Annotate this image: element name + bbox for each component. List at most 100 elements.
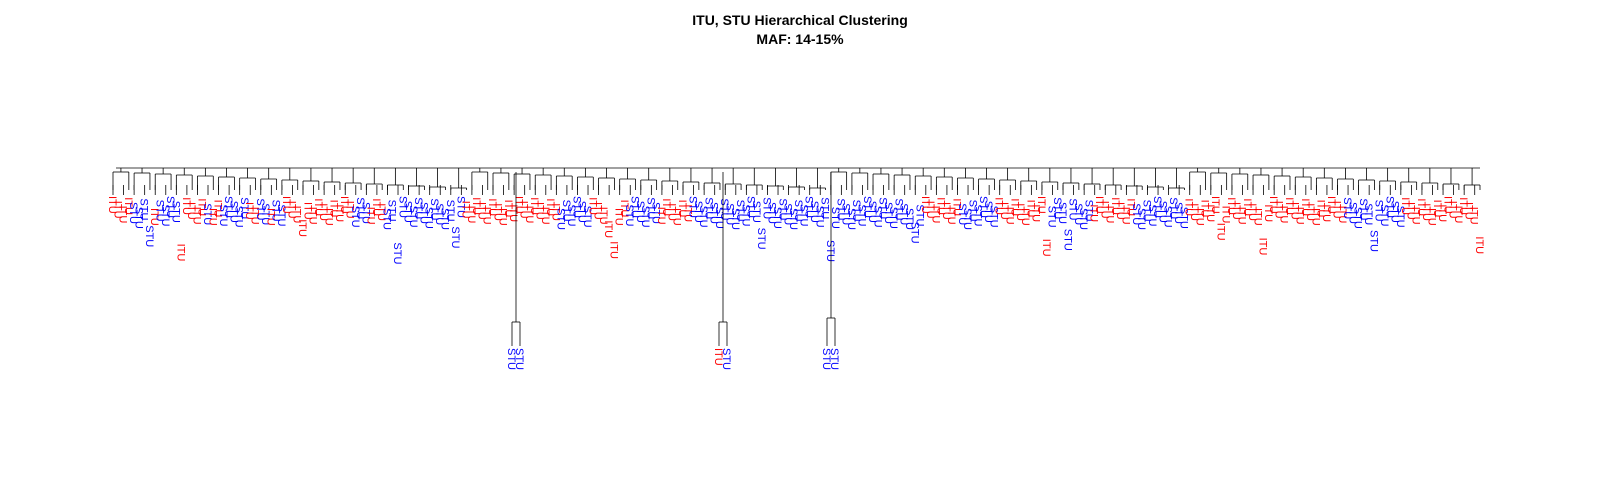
leaf-label: ITU bbox=[497, 208, 509, 226]
leaf-label: STU bbox=[1373, 200, 1385, 222]
leaf-label: STU bbox=[871, 206, 883, 228]
leaf-label: ITU bbox=[993, 197, 1005, 215]
leaf-label: STU bbox=[1051, 197, 1063, 219]
leaf-label: STU bbox=[1061, 229, 1073, 251]
leaf-label: STU bbox=[1162, 206, 1174, 228]
leaf-label: ITU bbox=[1188, 203, 1200, 221]
leaf-label: ITU bbox=[264, 208, 276, 226]
leaf-label: STU bbox=[164, 196, 176, 218]
leaf-label: ITU bbox=[175, 244, 187, 262]
leaf-label: ITU bbox=[148, 208, 160, 226]
leaf-label: STU bbox=[914, 204, 926, 226]
outlier-leaf-label: ITU bbox=[712, 348, 724, 366]
leaf-label: ITU bbox=[518, 201, 530, 219]
leaf-label: STU bbox=[439, 208, 451, 230]
leaf-label: ITU bbox=[280, 196, 292, 214]
leaf-label: ITU bbox=[549, 203, 561, 221]
leaf-label: ITU bbox=[539, 207, 551, 225]
leaf-label: STU bbox=[380, 208, 392, 230]
leaf-label: STU bbox=[623, 204, 635, 226]
leaf-label: ITU bbox=[180, 197, 192, 215]
leaf-label: ITU bbox=[1294, 207, 1306, 225]
leaf-label: STU bbox=[819, 197, 831, 219]
leaf-label: STU bbox=[1362, 203, 1374, 225]
leaf-label: STU bbox=[132, 207, 144, 229]
leaf-label: ITU bbox=[1431, 200, 1443, 218]
leaf-label: STU bbox=[169, 201, 181, 223]
leaf-label: STU bbox=[629, 196, 641, 218]
leaf-label: ITU bbox=[1267, 196, 1279, 214]
outlier-leaf-label: STU bbox=[505, 348, 517, 370]
leaf-label: STU bbox=[692, 201, 704, 223]
leaf-label: STU bbox=[882, 202, 894, 224]
leaf-label: STU bbox=[1077, 208, 1089, 230]
leaf-label: STU bbox=[433, 203, 445, 225]
leaf-label: ITU bbox=[1257, 238, 1269, 256]
leaf-label: ITU bbox=[1088, 204, 1100, 222]
leaf-label: STU bbox=[201, 203, 213, 225]
leaf-label: ITU bbox=[481, 207, 493, 225]
leaf-label: STU bbox=[639, 206, 651, 228]
leaf-label: STU bbox=[1172, 202, 1184, 224]
leaf-label: ITU bbox=[1436, 204, 1448, 222]
leaf-label: STU bbox=[1346, 202, 1358, 224]
leaf-label: STU bbox=[412, 197, 424, 219]
leaf-label: ITU bbox=[1283, 197, 1295, 215]
leaf-label: STU bbox=[650, 202, 662, 224]
leaf-label: ITU bbox=[296, 219, 308, 237]
leaf-label: STU bbox=[1082, 200, 1094, 222]
leaf-label: STU bbox=[449, 226, 461, 248]
leaf-label: ITU bbox=[1220, 206, 1232, 224]
leaf-label: STU bbox=[1067, 198, 1079, 220]
leaf-label: STU bbox=[349, 206, 361, 228]
leaf-label: STU bbox=[972, 204, 984, 226]
leaf-label: ITU bbox=[998, 202, 1010, 220]
leaf-label: STU bbox=[238, 197, 250, 219]
leaf-label: ITU bbox=[1009, 198, 1021, 216]
leaf-label: ITU bbox=[1193, 208, 1205, 226]
leaf-label: ITU bbox=[607, 241, 619, 259]
leaf-label: ITU bbox=[929, 206, 941, 224]
leaf-label: STU bbox=[644, 197, 656, 219]
leaf-label: ITU bbox=[1410, 207, 1422, 225]
leaf-label: STU bbox=[270, 200, 282, 222]
leaf-label: ITU bbox=[523, 206, 535, 224]
chart-title: ITU, STU Hierarchical Clustering bbox=[692, 12, 908, 28]
leaf-label: ITU bbox=[1468, 207, 1480, 225]
leaf-label: ITU bbox=[291, 206, 303, 224]
leaf-label: ITU bbox=[1330, 201, 1342, 219]
leaf-label: ITU bbox=[1288, 202, 1300, 220]
leaf-label: ITU bbox=[1399, 197, 1411, 215]
leaf-label: ITU bbox=[1125, 198, 1137, 216]
leaf-label: STU bbox=[1177, 207, 1189, 229]
leaf-label: ITU bbox=[206, 208, 218, 226]
leaf-label: ITU bbox=[212, 200, 224, 218]
leaf-label: ITU bbox=[1299, 198, 1311, 216]
leaf-label: STU bbox=[898, 203, 910, 225]
leaf-label: STU bbox=[417, 202, 429, 224]
leaf-label: ITU bbox=[502, 200, 514, 218]
leaf-label: STU bbox=[570, 196, 582, 218]
leaf-label: ITU bbox=[1278, 206, 1290, 224]
leaf-label: ITU bbox=[940, 202, 952, 220]
leaf-label: ITU bbox=[1014, 203, 1026, 221]
leaf-label: ITU bbox=[1447, 201, 1459, 219]
leaf-label: STU bbox=[987, 206, 999, 228]
leaf-label: STU bbox=[1056, 202, 1068, 224]
leaf-label: STU bbox=[259, 203, 271, 225]
leaf-label: STU bbox=[1394, 206, 1406, 228]
leaf-label: STU bbox=[903, 208, 915, 230]
leaf-label: ITU bbox=[1457, 197, 1469, 215]
leaf-label: STU bbox=[1167, 197, 1179, 219]
leaf-label: ITU bbox=[470, 197, 482, 215]
leaf-label: ITU bbox=[301, 202, 313, 220]
leaf-label: STU bbox=[861, 196, 873, 218]
leaf-label: ITU bbox=[1019, 208, 1031, 226]
leaf-label: STU bbox=[454, 196, 466, 218]
leaf-label: STU bbox=[1357, 198, 1369, 220]
leaf-label: ITU bbox=[681, 204, 693, 222]
leaf-label: ITU bbox=[924, 201, 936, 219]
leaf-label: ITU bbox=[1104, 206, 1116, 224]
leaf-label: ITU bbox=[660, 198, 672, 216]
